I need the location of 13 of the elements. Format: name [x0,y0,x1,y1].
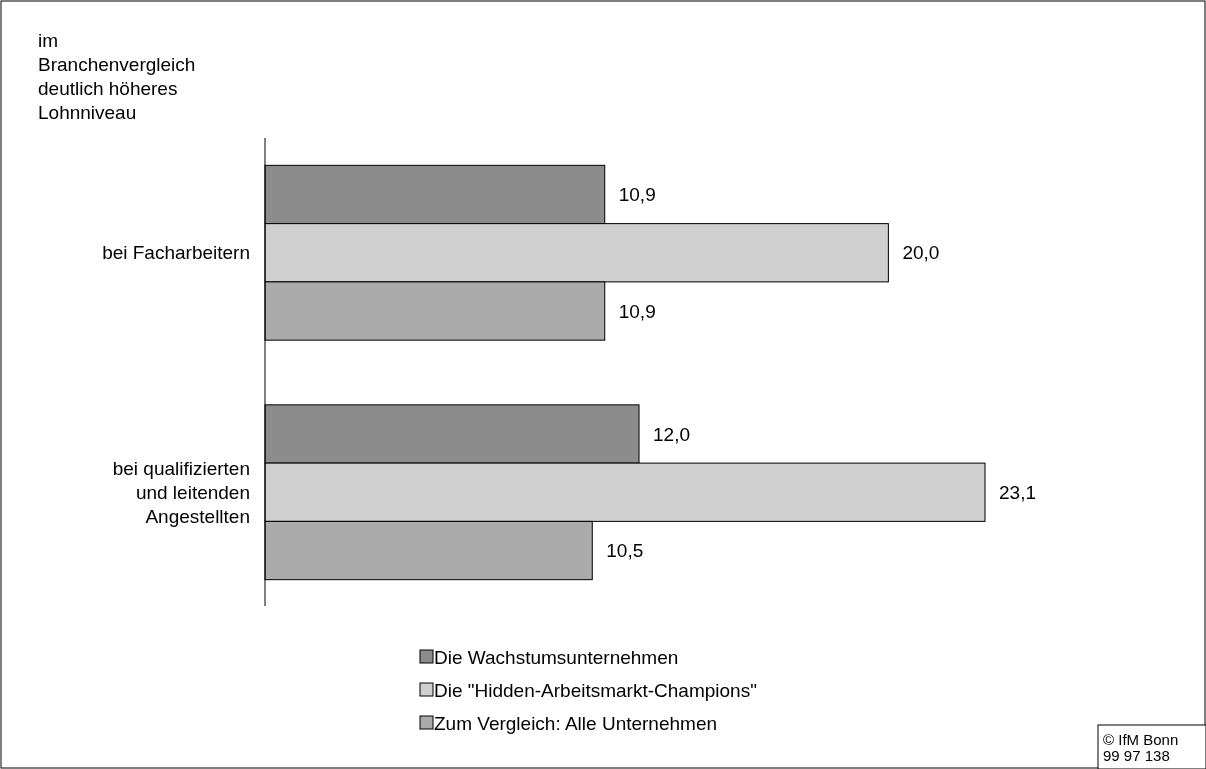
data-label: 10,9 [618,300,656,322]
data-label: 12,0 [653,423,691,445]
legend-label: Zum Vergleich: Alle Unternehmen [434,712,718,734]
legend-label: Die Wachstumsunternehmen [434,646,679,668]
data-label: 20,0 [902,242,940,264]
text: © IfM Bonn 99 97 138 [1103,731,1179,764]
data-label: 23,1 [999,481,1036,503]
legend-label: Die "Hidden-Arbeitsmarkt-Champions" [434,679,757,701]
data-label: 10,5 [606,540,644,562]
y-tick-label: bei Facharbeitern [102,242,250,264]
data-label: 10,9 [618,184,656,206]
y-tick-label: bei qualifizierten und leitenden Angestellten [112,457,250,527]
chart-title: im Branchenvergleich deutlich höheres Lohnniveau [38,30,196,123]
